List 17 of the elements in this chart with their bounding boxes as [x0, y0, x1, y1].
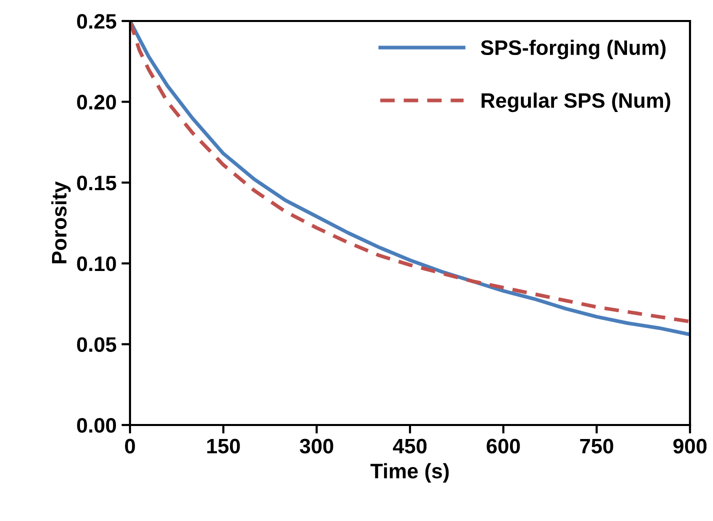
legend-label: Regular SPS (Num)	[482, 92, 670, 112]
y-axis-title: Porosity	[51, 181, 71, 264]
y-tick-label: 0.00	[77, 418, 116, 433]
y-tick-label: 0.20	[77, 94, 116, 110]
legend-label: SPS-forging (Num)	[480, 40, 666, 60]
x-tick-label: 300	[300, 438, 334, 454]
x-axis-title: Time (s)	[370, 463, 449, 483]
y-tick-label: 0.25	[77, 14, 116, 29]
y-tick-label: 0.10	[77, 256, 116, 272]
x-tick-label: 450	[392, 438, 427, 454]
x-tick-label: 750	[580, 438, 614, 454]
x-tick-label: 600	[486, 438, 520, 454]
x-tick-label: 150	[207, 438, 240, 454]
x-tick-label: 900	[673, 438, 707, 454]
x-tick-label: 0	[125, 438, 135, 454]
y-tick-label: 0.15	[77, 176, 116, 190]
y-tick-label: 0.05	[77, 337, 116, 352]
